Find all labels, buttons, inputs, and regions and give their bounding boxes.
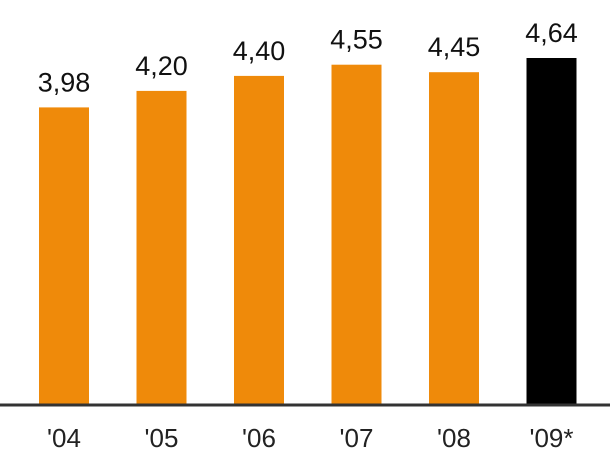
value-label-0: 3,98 bbox=[38, 67, 91, 97]
x-tick-label-1: '05 bbox=[145, 423, 179, 450]
bar-3 bbox=[331, 64, 382, 405]
x-tick-label-5: '09* bbox=[529, 423, 573, 450]
value-label-4: 4,45 bbox=[428, 32, 481, 62]
bar-4 bbox=[429, 72, 479, 405]
bar-2 bbox=[234, 75, 284, 406]
bars-layer bbox=[39, 58, 577, 406]
value-labels-layer: 3,98 4,20 4,40 4,55 4,45 4,64 bbox=[38, 18, 578, 97]
value-label-1: 4,20 bbox=[135, 51, 188, 81]
bar-1 bbox=[136, 90, 187, 406]
x-tick-label-3: '07 bbox=[340, 423, 374, 450]
x-tick-label-2: '06 bbox=[242, 423, 276, 450]
x-tick-labels-layer: '04 '05 '06 '07 '08 '09* bbox=[47, 423, 573, 450]
bar-0 bbox=[39, 107, 89, 406]
x-tick-label-4: '08 bbox=[437, 423, 471, 450]
bar-5 bbox=[526, 58, 577, 405]
value-label-2: 4,40 bbox=[233, 36, 286, 66]
value-label-5: 4,64 bbox=[525, 18, 578, 48]
x-tick-label-0: '04 bbox=[47, 423, 81, 450]
value-label-3: 4,55 bbox=[330, 25, 383, 55]
